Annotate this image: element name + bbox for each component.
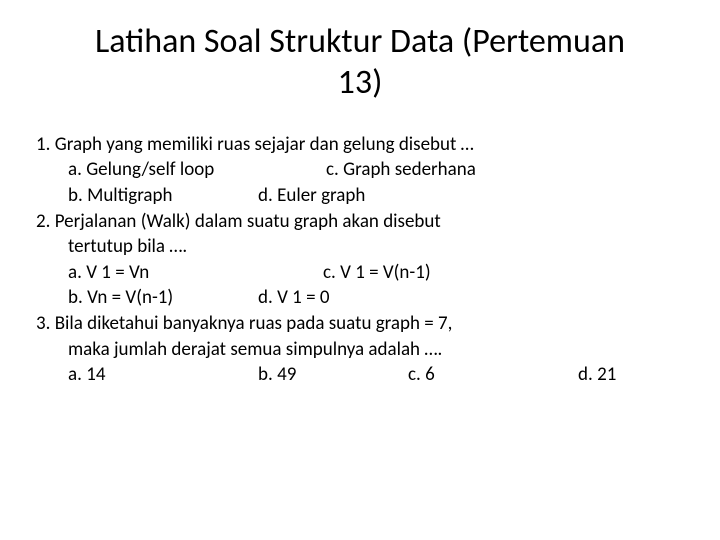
q3-text2: maka jumlah derajat semua simpulnya adal… [36,337,684,363]
q3-option-a: a. 14 [68,362,258,388]
q1-row-ac: a. Gelung/self loop c. Graph sederhana [36,157,684,183]
question-3: 3. Bila diketahui banyaknya ruas pada su… [36,311,684,388]
q3-options-row: a. 14 b. 49 c. 6 d. 21 [36,362,684,388]
q2-text: 2. Perjalanan (Walk) dalam suatu graph a… [36,209,684,235]
q1-text: 1. Graph yang memiliki ruas sejajar dan … [36,132,684,158]
q2-text2: tertutup bila …. [36,234,684,260]
q1-option-c: c. Graph sederhana [326,157,476,183]
q1-option-a: a. Gelung/self loop [68,157,326,183]
q3-option-b: b. 49 [258,362,408,388]
slide-container: Latihan Soal Struktur Data (Pertemuan 13… [0,0,720,540]
q2-option-b: b. Vn = V(n-1) [68,285,258,311]
slide-title: Latihan Soal Struktur Data (Pertemuan 13… [36,22,684,104]
question-2: 2. Perjalanan (Walk) dalam suatu graph a… [36,209,684,312]
q2-option-d: d. V 1 = 0 [258,285,329,311]
q2-row-bd: b. Vn = V(n-1) d. V 1 = 0 [36,285,684,311]
q2-option-c: c. V 1 = V(n-1) [323,260,431,286]
q3-option-d: d. 21 [578,362,684,388]
q1-option-b: b. Multigraph [68,183,258,209]
q3-option-c: c. 6 [408,362,578,388]
q2-row-ac: a. V 1 = Vn c. V 1 = V(n-1) [36,260,684,286]
q1-option-d: d. Euler graph [258,183,365,209]
slide-body: 1. Graph yang memiliki ruas sejajar dan … [36,132,684,388]
q3-text: 3. Bila diketahui banyaknya ruas pada su… [36,311,684,337]
q1-row-bd: b. Multigraph d. Euler graph [36,183,684,209]
question-1: 1. Graph yang memiliki ruas sejajar dan … [36,132,684,209]
q2-option-a: a. V 1 = Vn [68,260,323,286]
